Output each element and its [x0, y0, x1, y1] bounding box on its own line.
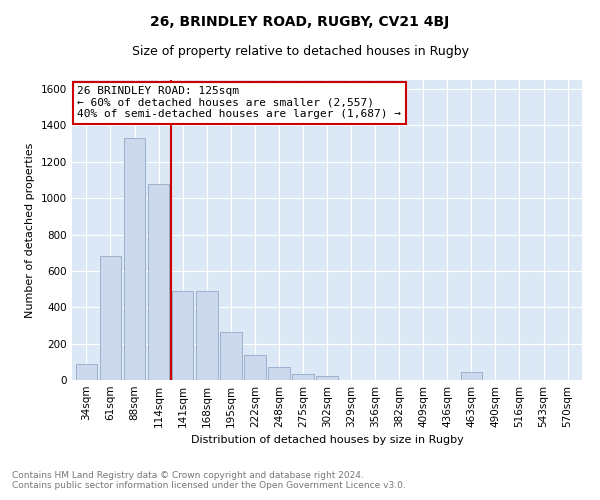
Y-axis label: Number of detached properties: Number of detached properties [25, 142, 35, 318]
X-axis label: Distribution of detached houses by size in Rugby: Distribution of detached houses by size … [191, 436, 463, 446]
Bar [76, 364, 97, 380]
Text: 26 BRINDLEY ROAD: 125sqm
← 60% of detached houses are smaller (2,557)
40% of sem: 26 BRINDLEY ROAD: 125sqm ← 60% of detach… [77, 86, 401, 119]
Bar [268, 368, 290, 380]
Bar [220, 332, 242, 380]
Bar [100, 256, 121, 380]
Bar [461, 372, 482, 380]
Bar [172, 291, 193, 380]
Bar [292, 374, 314, 380]
Bar [316, 376, 338, 380]
Bar [148, 184, 169, 380]
Bar [244, 356, 266, 380]
Bar [124, 138, 145, 380]
Text: Contains HM Land Registry data © Crown copyright and database right 2024.
Contai: Contains HM Land Registry data © Crown c… [12, 470, 406, 490]
Text: Size of property relative to detached houses in Rugby: Size of property relative to detached ho… [131, 45, 469, 58]
Bar [196, 291, 218, 380]
Text: 26, BRINDLEY ROAD, RUGBY, CV21 4BJ: 26, BRINDLEY ROAD, RUGBY, CV21 4BJ [151, 15, 449, 29]
